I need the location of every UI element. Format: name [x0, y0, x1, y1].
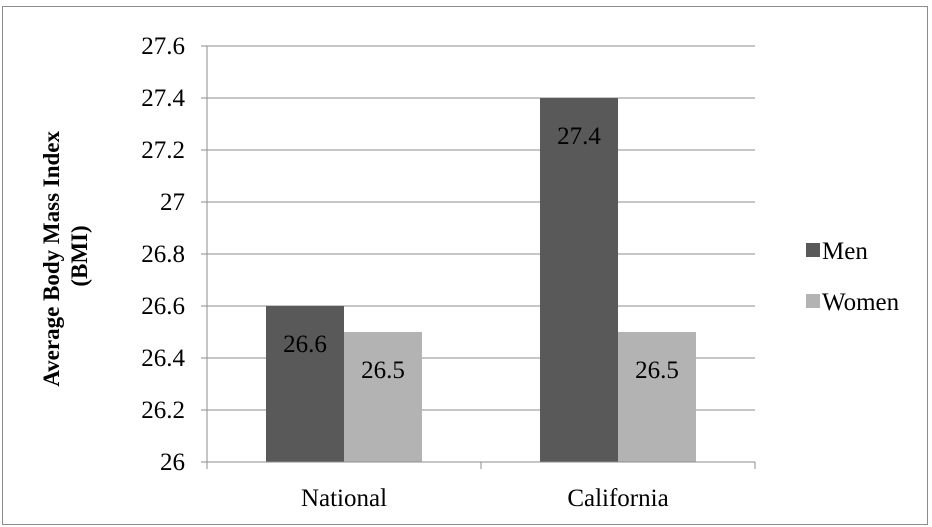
data-label: 26.5: [361, 357, 405, 384]
bar-men-national: [266, 306, 344, 462]
y-tick-labels: 26 26.2 26.4 26.6 26.8 27 27.2 27.4 27.6: [141, 33, 185, 476]
y-tick-label: 26.6: [141, 293, 185, 320]
chart-frame: [2, 6, 928, 525]
bar-women-national: [344, 332, 422, 462]
data-label: 26.6: [283, 331, 327, 358]
legend-label-men: Men: [822, 238, 868, 265]
legend-label-women: Women: [822, 289, 900, 316]
legend-swatch-women: [806, 294, 820, 308]
y-axis-title-line-2: (BMI): [67, 225, 92, 286]
axes: [201, 45, 756, 469]
x-category-label: National: [301, 485, 387, 512]
data-label: 26.5: [635, 357, 679, 384]
bar-men-california: [540, 98, 618, 462]
legend-swatch-men: [806, 243, 820, 257]
data-labels: 26.6 26.5 27.4 26.5: [283, 123, 679, 384]
y-axis-title-line-1: Average Body Mass Index: [39, 130, 64, 386]
x-category-label: California: [567, 485, 668, 512]
y-axis-title: Average Body Mass Index (BMI): [39, 125, 92, 387]
y-tick-label: 27: [160, 189, 185, 216]
y-tick-label: 27.4: [141, 85, 185, 112]
y-tick-label: 26: [160, 449, 185, 476]
y-tick-label: 26.2: [141, 397, 185, 424]
y-tick-label: 26.8: [141, 241, 185, 268]
y-tick-label: 26.4: [141, 345, 185, 372]
y-tick-label: 27.2: [141, 137, 185, 164]
legend: Men Women: [806, 238, 900, 316]
bar-women-california: [618, 332, 696, 462]
y-tick-label: 27.6: [141, 33, 185, 60]
bars: [266, 98, 696, 462]
data-label: 27.4: [557, 123, 601, 150]
x-category-labels: National California: [301, 485, 669, 512]
